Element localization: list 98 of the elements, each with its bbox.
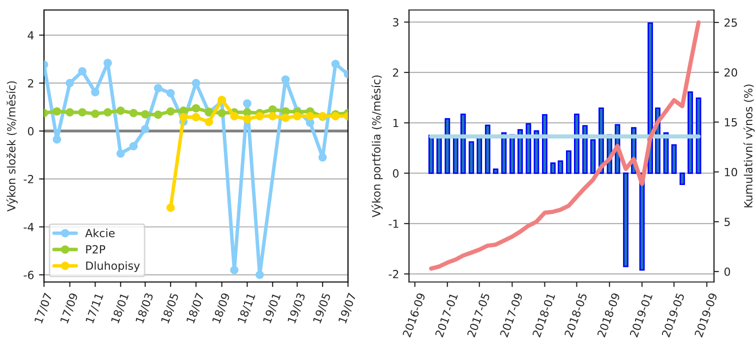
x-tick-label: 18/03	[135, 292, 154, 324]
bar	[590, 139, 596, 174]
bar	[671, 144, 677, 174]
line-series	[429, 20, 701, 271]
point	[281, 114, 290, 122]
y2-tick-label: 25	[724, 18, 737, 27]
point	[91, 110, 100, 118]
point	[192, 78, 200, 88]
bar	[484, 124, 490, 174]
point	[268, 112, 277, 120]
bar	[526, 123, 532, 174]
bar	[501, 132, 507, 174]
x-tick-label: 18/07	[186, 292, 205, 324]
point	[243, 114, 252, 124]
point	[141, 124, 150, 134]
point	[243, 99, 252, 108]
point	[230, 266, 238, 274]
y-tick-label: 2	[393, 68, 398, 77]
point	[293, 112, 302, 120]
y-tick-label: -1	[388, 220, 398, 228]
y-tick-label: -4	[24, 223, 34, 232]
x-tick-label: 18/05	[160, 292, 180, 324]
bar	[623, 172, 628, 268]
point	[116, 149, 125, 158]
point	[104, 108, 112, 116]
y-axis-title: Výkon portfolia (%/měsíc)	[371, 76, 383, 218]
y2-tick-label: 15	[724, 118, 737, 126]
point	[78, 67, 86, 76]
bar	[688, 91, 693, 174]
y2-tick-label: 0	[724, 268, 730, 276]
point	[256, 270, 264, 279]
y2-tick-label: 20	[724, 68, 738, 77]
point	[192, 112, 200, 122]
bar	[460, 114, 466, 174]
x-tick-label: 19/03	[287, 292, 306, 324]
legend-label: Akcie	[85, 228, 115, 238]
point	[318, 153, 327, 162]
bar	[492, 168, 498, 174]
bar	[517, 129, 523, 174]
x-tick-label: 18/09	[212, 292, 231, 324]
point	[154, 84, 162, 92]
point	[306, 112, 314, 120]
x-tick-label: 19/01	[262, 292, 282, 324]
bar	[680, 172, 685, 185]
y2-axis-title: Kumulativní výnos (%)	[743, 84, 755, 208]
point	[52, 135, 62, 144]
point	[230, 112, 238, 120]
y-tick-label: 0	[28, 126, 34, 136]
y-tick-label: 3	[393, 18, 398, 26]
point	[331, 60, 340, 68]
y2-tick-label: 5	[724, 218, 730, 226]
point	[129, 108, 138, 118]
point	[166, 107, 175, 116]
y-tick-label: -2	[24, 174, 34, 184]
bar	[444, 118, 450, 174]
bar	[574, 114, 580, 174]
x-tick-label: 17/07	[34, 292, 53, 324]
y-tick-label: 4	[28, 31, 34, 40]
point	[141, 110, 150, 118]
bar	[558, 160, 564, 174]
point	[256, 112, 264, 120]
legend-label: Dluhopisy	[86, 261, 140, 272]
point	[129, 142, 138, 150]
bar	[468, 141, 474, 174]
x-tick-label: 18/01	[110, 292, 130, 324]
bar	[428, 134, 434, 174]
bar	[550, 162, 556, 174]
point	[154, 110, 162, 119]
point	[204, 118, 214, 126]
point	[104, 58, 112, 68]
y-tick-label: -6	[24, 270, 34, 280]
point	[66, 108, 74, 116]
point	[52, 107, 62, 116]
point	[91, 88, 100, 96]
point	[218, 108, 226, 118]
y-axis-title: Výkon složek (%/měsíc)	[6, 81, 18, 212]
legend-label: P2P	[86, 245, 106, 254]
point	[281, 75, 290, 84]
point	[116, 106, 125, 115]
point	[192, 104, 200, 112]
x-tick-label: 17/09	[60, 292, 79, 324]
y-tick-label: -2	[388, 270, 398, 278]
y-tick-label: 1	[393, 118, 398, 128]
y-tick-label: 2	[28, 79, 34, 88]
y2-tick-label: 10	[724, 168, 738, 176]
x-tick-label: 19/05	[312, 292, 332, 324]
point	[66, 78, 74, 88]
x-tick-label: 17/11	[85, 292, 104, 324]
point	[166, 88, 175, 98]
bar	[509, 134, 515, 174]
bar	[566, 150, 572, 174]
point	[78, 108, 86, 116]
x-tick-label: 18/11	[237, 292, 256, 324]
x-tick-label: 19/07	[338, 292, 357, 324]
bar	[542, 114, 548, 174]
point	[179, 112, 188, 122]
point	[166, 204, 175, 212]
y-tick-label: 0	[392, 169, 399, 178]
